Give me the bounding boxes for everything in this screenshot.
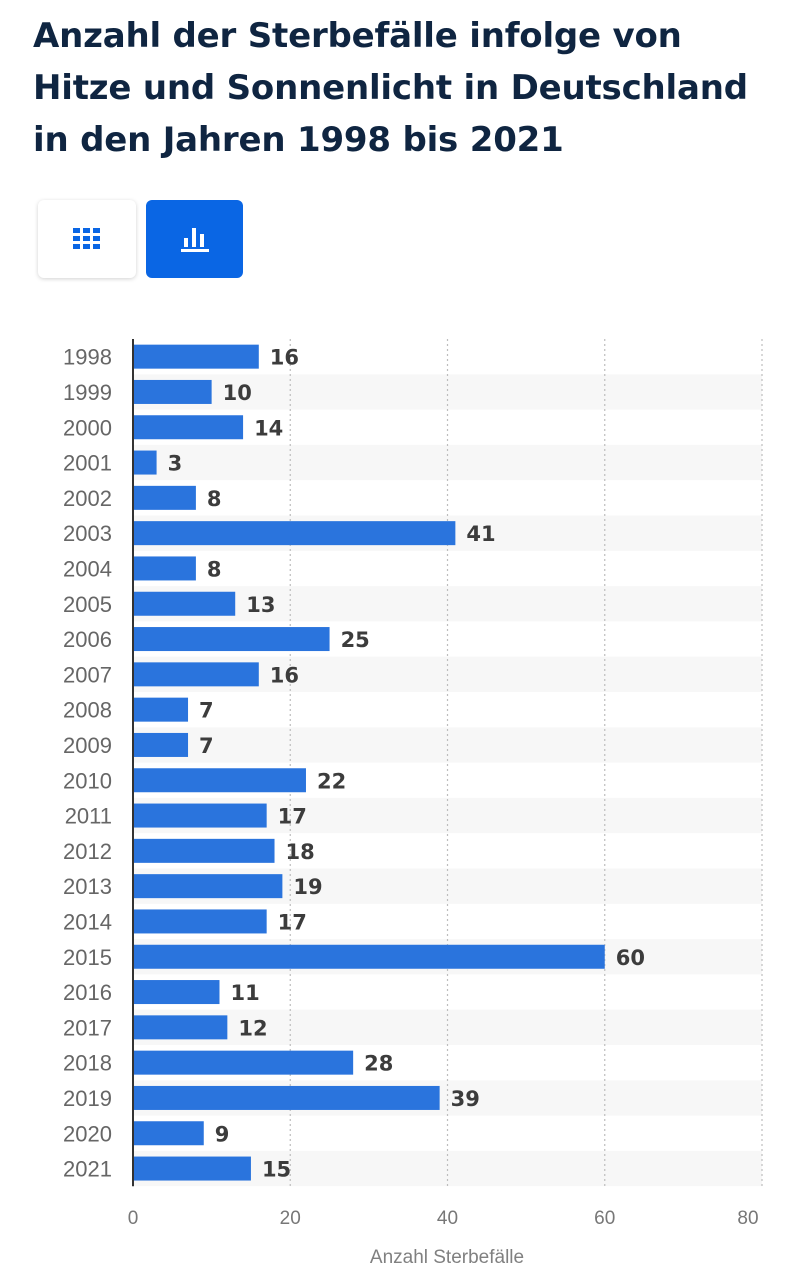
bar-chart-icon	[180, 228, 209, 252]
bar	[133, 1121, 204, 1146]
bar	[133, 1050, 354, 1075]
data-label: 9	[215, 1122, 230, 1146]
bar	[133, 450, 157, 475]
data-label: 60	[616, 946, 645, 970]
bar	[133, 732, 189, 757]
bar	[133, 1015, 228, 1040]
category-label: 2014	[63, 909, 112, 934]
data-label: 10	[223, 381, 252, 405]
category-label: 2016	[63, 980, 112, 1005]
bar	[133, 415, 244, 440]
data-label: 12	[238, 1016, 267, 1040]
bar	[133, 591, 236, 616]
data-label: 22	[317, 769, 346, 793]
table-view-button[interactable]	[38, 200, 136, 278]
category-label: 2021	[63, 1157, 112, 1182]
data-label: 28	[364, 1052, 393, 1076]
data-label: 16	[270, 346, 299, 370]
grid-table-icon	[73, 228, 100, 249]
data-label: 19	[293, 875, 322, 899]
category-label: 2017	[63, 1015, 112, 1040]
bar	[133, 521, 456, 546]
x-axis-label: Anzahl Sterbefälle	[370, 1247, 524, 1268]
bar	[133, 909, 267, 934]
category-label: 2008	[63, 698, 112, 723]
bar	[133, 556, 196, 581]
data-label: 16	[270, 663, 299, 687]
data-label: 8	[207, 557, 222, 581]
bar	[133, 980, 220, 1005]
bar	[133, 944, 605, 969]
category-label: 2020	[63, 1121, 112, 1146]
category-label: 2010	[63, 768, 112, 793]
x-tick-label: 60	[594, 1208, 615, 1229]
bar	[133, 803, 267, 828]
category-label: 2000	[63, 415, 112, 440]
bar	[133, 662, 259, 687]
category-label: 2012	[63, 839, 112, 864]
data-label: 17	[278, 910, 307, 934]
category-label: 2001	[63, 451, 112, 476]
data-label: 39	[451, 1087, 480, 1111]
category-label: 2013	[63, 874, 112, 899]
data-label: 41	[466, 522, 495, 546]
category-label: 1998	[63, 345, 112, 370]
category-label: 2018	[63, 1051, 112, 1076]
bar	[133, 838, 275, 863]
category-label: 2005	[63, 592, 112, 617]
x-tick-label: 40	[437, 1208, 458, 1229]
data-label: 17	[278, 805, 307, 829]
chart-view-button[interactable]	[146, 200, 243, 278]
bar	[133, 768, 306, 793]
category-label: 1999	[63, 380, 112, 405]
bar	[133, 874, 283, 899]
category-label: 2007	[63, 662, 112, 687]
data-label: 3	[168, 452, 183, 476]
bar	[133, 379, 212, 404]
category-label: 2004	[63, 556, 112, 581]
bar	[133, 627, 330, 652]
data-label: 15	[262, 1158, 291, 1182]
bar	[133, 697, 189, 722]
category-label: 2006	[63, 627, 112, 652]
bar	[133, 344, 259, 369]
bar	[133, 1156, 251, 1181]
category-label: 2019	[63, 1086, 112, 1111]
bar	[133, 485, 196, 510]
data-label: 11	[230, 981, 259, 1005]
data-label: 8	[207, 487, 222, 511]
category-label: 2002	[63, 486, 112, 511]
category-label: 2009	[63, 733, 112, 758]
data-label: 7	[199, 734, 214, 758]
data-label: 7	[199, 699, 214, 723]
data-label: 14	[254, 416, 283, 440]
bar	[133, 1085, 440, 1110]
category-label: 2003	[63, 521, 112, 546]
x-tick-label: 20	[280, 1208, 301, 1229]
x-tick-label: 80	[737, 1208, 758, 1229]
x-tick-label: 0	[128, 1208, 139, 1229]
category-label: 2011	[65, 804, 112, 829]
page-title: Anzahl der Sterbefälle infolge von Hitze…	[33, 16, 748, 160]
category-label: 2015	[63, 945, 112, 970]
data-label: 18	[286, 840, 315, 864]
data-label: 25	[341, 628, 370, 652]
data-label: 13	[246, 593, 275, 617]
